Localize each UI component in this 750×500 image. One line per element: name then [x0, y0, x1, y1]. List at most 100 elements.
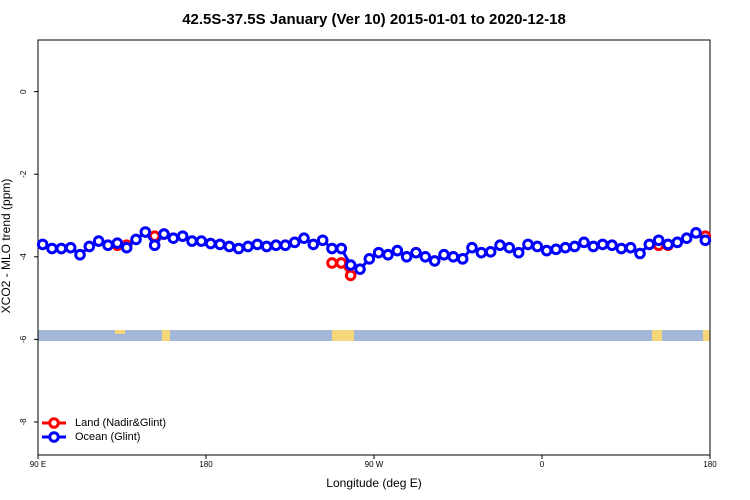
- point: [643, 238, 656, 251]
- point: [456, 253, 469, 265]
- point: [410, 246, 422, 259]
- point: [195, 235, 208, 247]
- x-tick-label: 0: [540, 460, 545, 469]
- point: [307, 238, 320, 251]
- point: [335, 257, 348, 269]
- point: [326, 242, 338, 255]
- ocean-coverage: [38, 330, 710, 341]
- point: [130, 233, 142, 246]
- point: [111, 237, 124, 249]
- point: [344, 259, 357, 271]
- point: [596, 238, 609, 251]
- point: [615, 242, 628, 255]
- point: [662, 238, 674, 251]
- y-tick-label: -4: [19, 253, 28, 261]
- point: [568, 240, 581, 253]
- point: [120, 241, 133, 254]
- point: [531, 240, 544, 253]
- point: [363, 253, 376, 265]
- point: [92, 235, 105, 247]
- point: [354, 263, 366, 275]
- point: [288, 236, 301, 249]
- point: [428, 255, 441, 267]
- point: [36, 238, 49, 251]
- point: [634, 247, 646, 260]
- y-tick-label: 0: [19, 89, 28, 94]
- point: [391, 244, 404, 257]
- point: [680, 232, 693, 245]
- point: [540, 244, 553, 257]
- point: [223, 240, 236, 253]
- point: [316, 234, 329, 247]
- point: [466, 241, 478, 254]
- point: [55, 242, 68, 255]
- x-tick-label: 180: [199, 460, 213, 469]
- coverage-strip: [38, 330, 710, 341]
- x-tick-label: 180: [703, 460, 717, 469]
- y-tick-label: -6: [19, 335, 28, 343]
- point: [344, 269, 357, 282]
- point: [214, 238, 226, 251]
- land-coverage: [332, 330, 354, 341]
- point: [438, 248, 450, 261]
- x-tick-label: 90 W: [365, 460, 384, 469]
- legend-marker: [48, 417, 60, 429]
- chart-title: 42.5S-37.5S January (Ver 10) 2015-01-01 …: [182, 11, 566, 28]
- point: [494, 239, 506, 252]
- point: [419, 250, 432, 263]
- point: [298, 232, 310, 245]
- point: [158, 228, 170, 240]
- legend-label: Land (Nadir&Glint): [75, 417, 166, 429]
- point: [270, 239, 282, 252]
- point: [671, 236, 684, 249]
- point: [624, 241, 637, 254]
- point: [139, 226, 152, 238]
- point: [400, 250, 413, 263]
- point: [559, 241, 572, 254]
- point: [232, 242, 245, 255]
- point: [46, 242, 58, 255]
- y-axis-label: XCO2 - MLO trend (ppm): [0, 179, 13, 314]
- legend-label: Ocean (Glint): [75, 431, 140, 443]
- point: [512, 246, 525, 259]
- series: [36, 226, 712, 275]
- point: [204, 237, 217, 250]
- land-coverage: [115, 330, 125, 334]
- point: [186, 235, 198, 247]
- point: [475, 246, 488, 259]
- point: [578, 236, 590, 249]
- point: [102, 239, 114, 252]
- land-coverage: [652, 330, 662, 341]
- y-tick-label: -2: [19, 170, 28, 178]
- y-tick-label: -8: [19, 418, 28, 426]
- point: [148, 239, 161, 252]
- point: [279, 239, 292, 252]
- point: [335, 242, 348, 255]
- point: [83, 240, 96, 253]
- x-tick-label: 90 E: [30, 460, 46, 469]
- point: [326, 257, 338, 269]
- point: [447, 250, 460, 263]
- point: [372, 246, 385, 259]
- point: [382, 248, 394, 261]
- x-axis-label: Longitude (deg E): [326, 476, 421, 490]
- point: [522, 238, 534, 251]
- point: [251, 238, 264, 251]
- point: [503, 241, 516, 254]
- point: [484, 246, 497, 258]
- land-coverage: [703, 330, 710, 341]
- point: [176, 230, 189, 242]
- point: [242, 240, 254, 253]
- legend-marker: [48, 431, 60, 443]
- point: [699, 234, 712, 247]
- point: [550, 243, 562, 256]
- point: [74, 248, 86, 261]
- point: [690, 227, 702, 239]
- land-coverage: [162, 330, 170, 341]
- point: [260, 240, 273, 253]
- point: [587, 240, 600, 253]
- point: [652, 234, 665, 247]
- point: [167, 232, 180, 245]
- point: [64, 241, 77, 254]
